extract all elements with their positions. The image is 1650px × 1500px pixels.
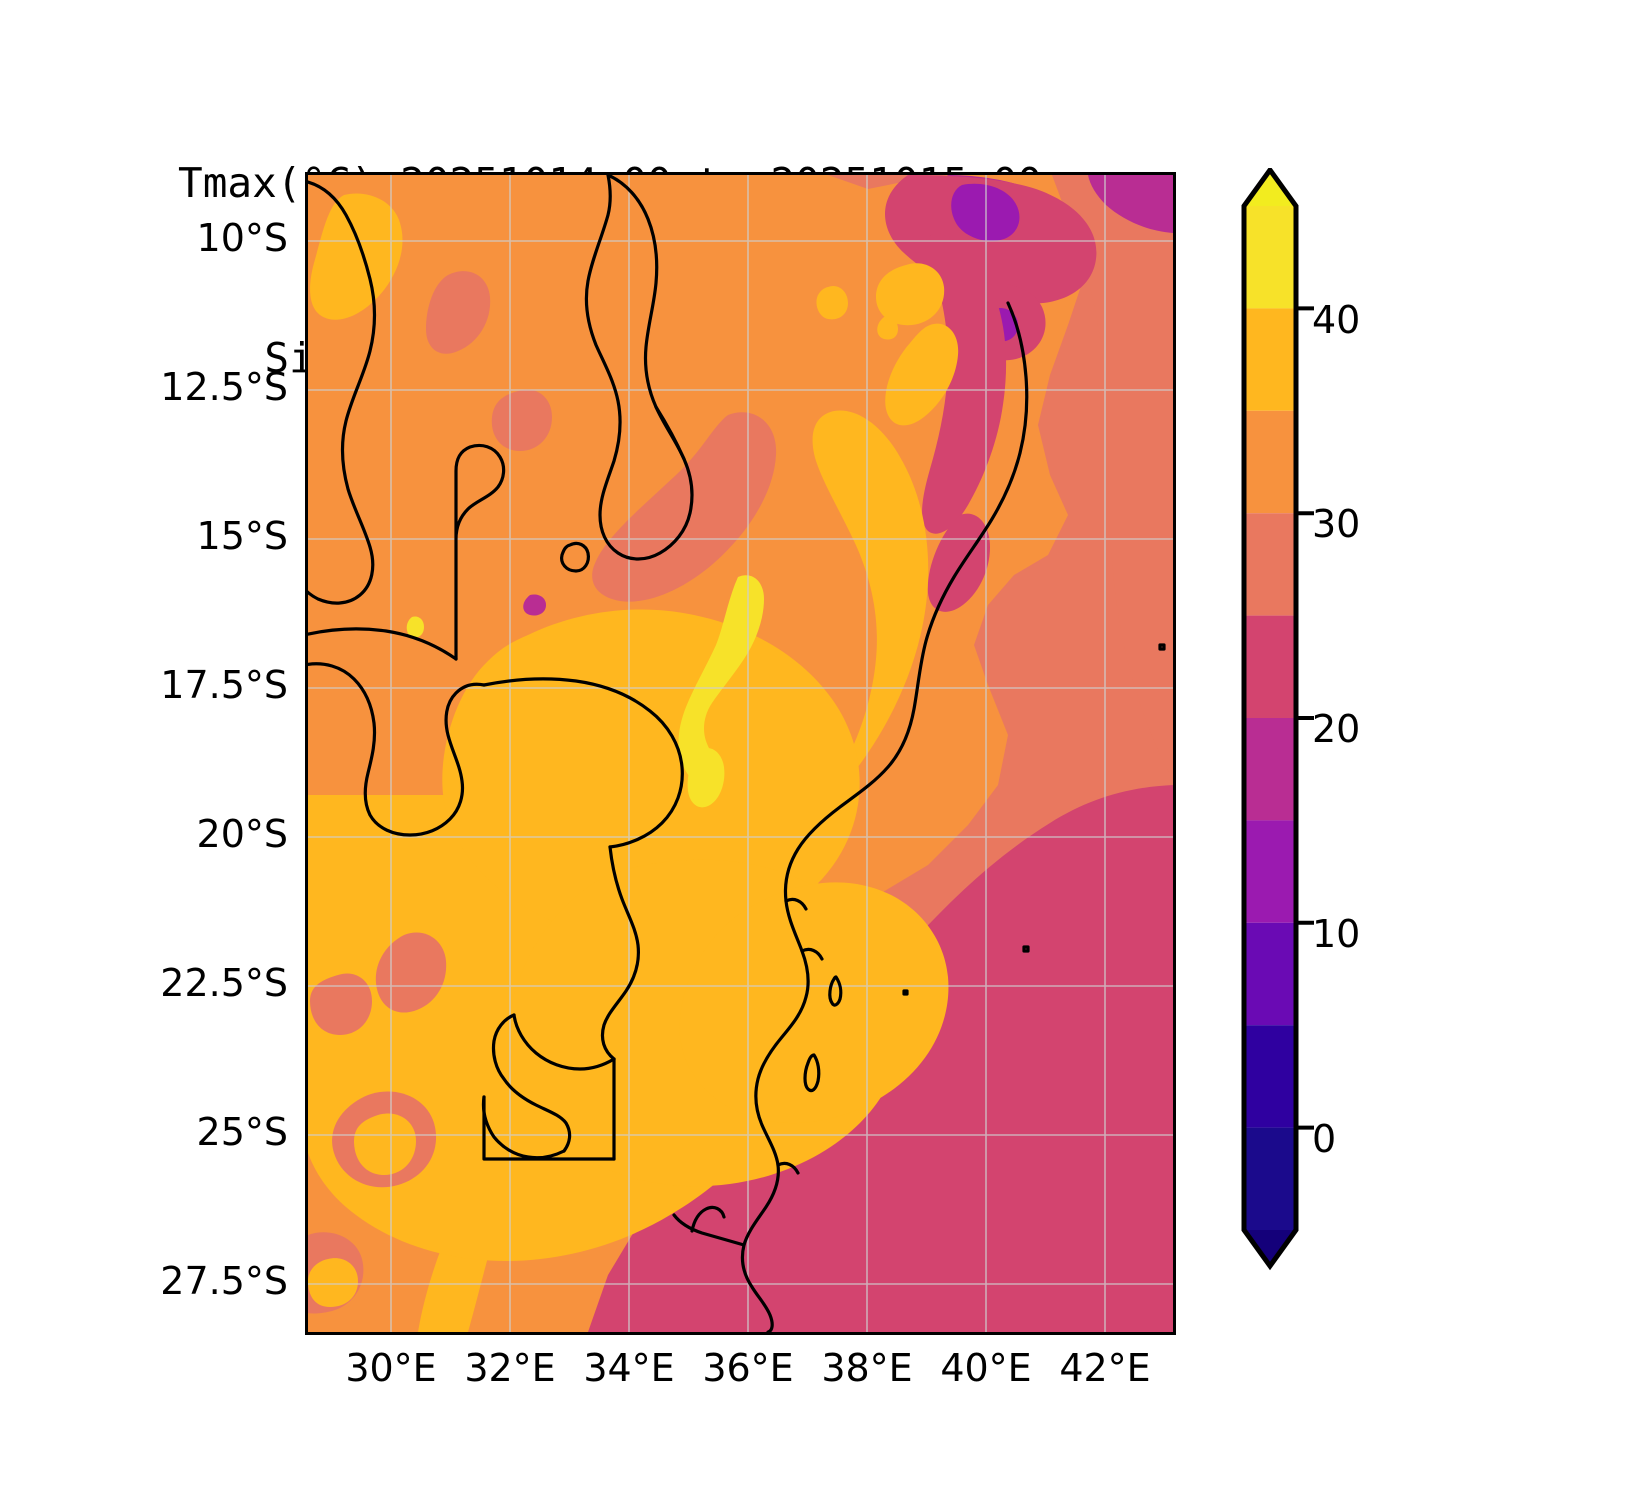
- ne-small-amber-dot-2: [877, 316, 898, 340]
- temperature-contour-map: [308, 175, 1173, 1332]
- country-borders: [308, 175, 1166, 1332]
- map-plot-area[interactable]: [305, 172, 1176, 1335]
- colorbar-under-arrow: [1244, 1230, 1296, 1266]
- malawi-crimson-ridge: [922, 233, 1007, 534]
- zambezi-yellow-hotspot: [678, 575, 764, 789]
- xtick-label-36e: 36°E: [702, 1346, 794, 1390]
- west-salmon-spot-2: [310, 973, 372, 1035]
- west-amber-spot-2: [308, 1258, 358, 1307]
- colorbar-tick-20: 20: [1312, 707, 1361, 751]
- central-salmon-streak: [426, 271, 491, 354]
- ytick-label-125s: 12.5°S: [160, 365, 288, 409]
- ytick-label-175s: 17.5°S: [160, 663, 288, 707]
- colorbar-outline: [1241, 168, 1299, 1271]
- coastal-amber-tongue: [679, 882, 949, 1124]
- ytick-label-25s: 25°S: [196, 1110, 288, 1154]
- ytick-label-15s: 15°S: [196, 514, 288, 558]
- colorbar-over-arrow: [1244, 170, 1296, 206]
- colorbar-tick-0: 0: [1312, 1117, 1337, 1161]
- west-salmon-spot-1: [375, 932, 447, 1013]
- ytick-label-275s: 27.5°S: [160, 1259, 288, 1303]
- colorbar-bands: [1244, 206, 1296, 1230]
- colorbar-ticks: [1296, 306, 1314, 1130]
- xtick-label-32e: 32°E: [464, 1346, 556, 1390]
- malawi-crimson-ridge-lower: [927, 513, 990, 612]
- nw-magenta-dot: [523, 594, 546, 616]
- ne-small-yellow-dot: [816, 285, 848, 320]
- inland-amber-upper: [442, 609, 860, 944]
- nw-small-yellow-dot: [406, 616, 424, 638]
- map-gridlines: [308, 175, 1173, 1332]
- ne-coast-amber-strip: [885, 323, 959, 426]
- colorbar-tick-10: 10: [1312, 912, 1361, 956]
- zambia-salmon-spot: [491, 389, 552, 451]
- colorbar[interactable]: [1240, 168, 1410, 1288]
- west-amber-spot-1: [354, 1113, 416, 1175]
- tete-salmon-streak: [592, 412, 777, 602]
- highland-magenta-patch-2: [1088, 175, 1173, 233]
- xtick-label-34e: 34°E: [583, 1346, 675, 1390]
- xtick-label-30e: 30°E: [345, 1346, 437, 1390]
- xtick-label-42e: 42°E: [1059, 1346, 1151, 1390]
- colorbar-svg[interactable]: [1240, 168, 1410, 1288]
- xtick-label-40e: 40°E: [940, 1346, 1032, 1390]
- colorbar-tick-40: 40: [1312, 298, 1361, 342]
- xtick-label-38e: 38°E: [821, 1346, 913, 1390]
- north-east-salmon-band: [1052, 175, 1173, 780]
- ytick-label-20s: 20°S: [196, 812, 288, 856]
- zambezi-yellow-tail: [687, 747, 725, 808]
- ne-amber-blob: [876, 263, 945, 326]
- inland-amber-band: [310, 193, 403, 320]
- colorbar-tick-30: 30: [1312, 502, 1361, 546]
- ytick-label-10s: 10°S: [196, 216, 288, 260]
- ytick-label-225s: 22.5°S: [160, 961, 288, 1005]
